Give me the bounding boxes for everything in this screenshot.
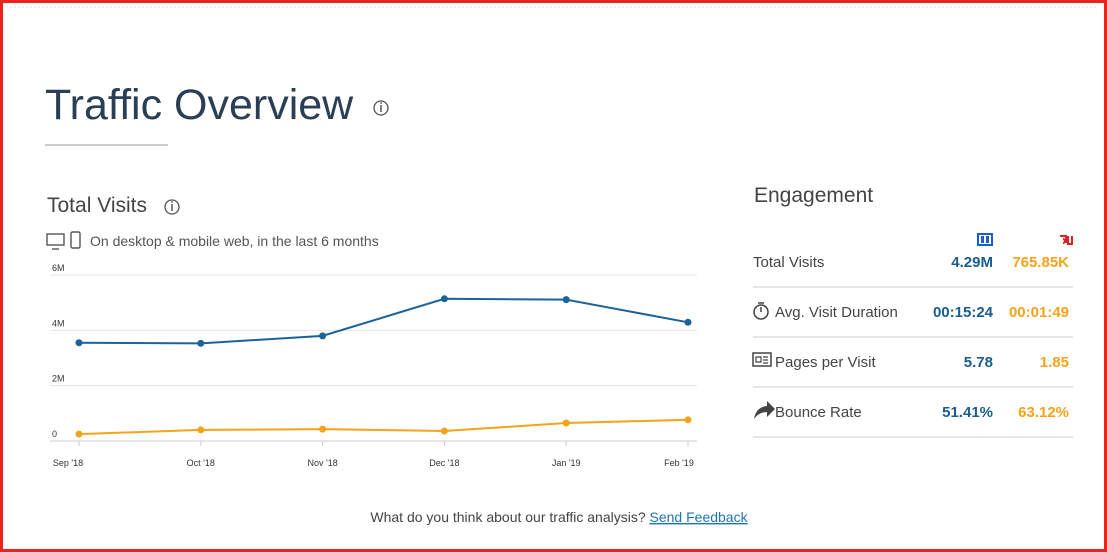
- row-label: Total Visits: [753, 254, 824, 271]
- clock-hand: [758, 302, 764, 312]
- row-value: 5.78: [964, 354, 993, 371]
- row-value: 765.85K: [1012, 254, 1069, 271]
- data-point: [319, 332, 327, 340]
- x-tick-label: Oct '18: [187, 458, 215, 468]
- data-point: [562, 296, 570, 304]
- data-point: [75, 339, 83, 347]
- data-point: [197, 339, 205, 347]
- page-title: Traffic Overview: [45, 81, 354, 129]
- y-tick-label: 2M: [52, 374, 65, 384]
- data-point: [440, 295, 448, 303]
- x-tick-label: Dec '18: [429, 458, 459, 468]
- device-icons: [46, 231, 81, 250]
- pages-lines: [755, 356, 768, 364]
- row-label: Pages per Visit: [775, 354, 876, 371]
- info-icon[interactable]: [373, 100, 389, 116]
- series-line: [78, 297, 689, 345]
- row-label: Bounce Rate: [775, 404, 862, 421]
- row-value: 1.85: [1040, 354, 1069, 371]
- pages-icon: [752, 352, 772, 367]
- row-value: 63.12%: [1018, 404, 1069, 421]
- data-point: [319, 425, 327, 433]
- site-icon: [977, 233, 993, 246]
- engagement-table: Total Visits 4.29M 765.85K Avg. Visit Durat…: [752, 254, 1073, 438]
- line-chart: 0 2M 4M 6M Sep '18 Oct '18 Nov '18 Dec '18 Jan '…: [50, 263, 697, 468]
- data-point: [684, 416, 692, 424]
- y-tick-label: 0: [52, 429, 57, 439]
- row-value: 4.29M: [951, 254, 993, 271]
- site-icon: [1060, 235, 1073, 245]
- x-tick-label: Feb '19: [664, 458, 694, 468]
- y-tick-label: 6M: [52, 263, 65, 273]
- data-point: [684, 318, 692, 326]
- series-line: [78, 418, 689, 436]
- section-title: Total Visits: [47, 194, 147, 217]
- data-point: [197, 426, 205, 434]
- subtitle: On desktop & mobile web, in the last 6 m…: [90, 233, 379, 249]
- row-value: 00:01:49: [1009, 304, 1069, 321]
- info-icon[interactable]: [164, 199, 180, 215]
- feedback-question: What do you think about our traffic anal…: [370, 509, 645, 525]
- x-tick-label: Nov '18: [307, 458, 337, 468]
- row-value: 51.41%: [942, 404, 993, 421]
- clock-icon: [753, 304, 769, 320]
- y-tick-label: 4M: [52, 318, 65, 328]
- row-label: Avg. Visit Duration: [775, 304, 898, 321]
- feedback: What do you think about our traffic anal…: [370, 509, 748, 525]
- bounce-icon: [754, 401, 775, 419]
- row-value: 00:15:24: [933, 304, 994, 321]
- x-tick-label: Jan '19: [552, 458, 581, 468]
- data-point: [440, 427, 448, 435]
- feedback-link[interactable]: Send Feedback: [650, 509, 749, 525]
- data-point: [75, 430, 83, 438]
- data-point: [562, 419, 570, 427]
- engagement-title: Engagement: [754, 184, 873, 207]
- x-tick-label: Sep '18: [53, 458, 83, 468]
